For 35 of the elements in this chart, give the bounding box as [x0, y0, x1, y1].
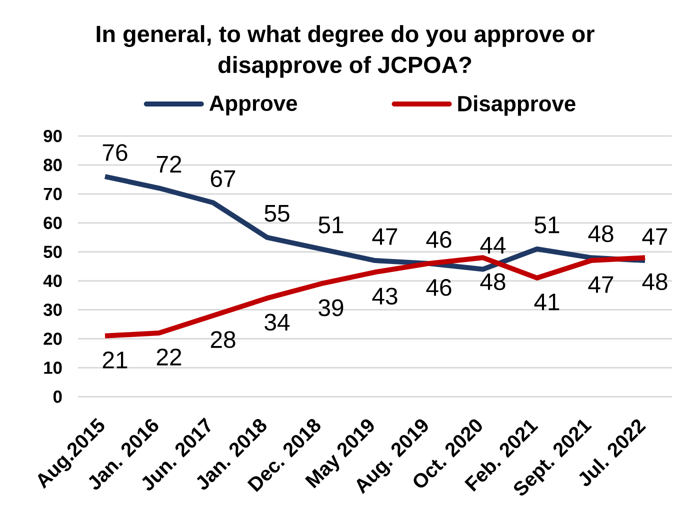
y-tick-label: 50 — [44, 246, 62, 258]
y-tick-label: 40 — [43, 274, 62, 288]
data-label: 51 — [318, 216, 344, 234]
data-label: 28 — [210, 331, 236, 348]
data-label: 48 — [588, 225, 614, 242]
y-tick-label: 30 — [43, 304, 62, 316]
data-label: 47 — [588, 276, 614, 293]
data-label: 46 — [426, 279, 452, 296]
legend-label: Disapprove — [458, 95, 576, 116]
data-label: 55 — [264, 205, 290, 222]
data-label: 48 — [480, 273, 506, 290]
y-tick-label: 20 — [44, 332, 62, 345]
y-tick-label: 90 — [44, 130, 62, 142]
chart-title: In general, to what degree do you approve or disapprove of JCPOA? — [96, 25, 594, 78]
data-label: 22 — [156, 348, 182, 366]
data-label: 44 — [480, 237, 506, 254]
data-label: 76 — [102, 144, 128, 162]
legend-label: Approve — [209, 96, 298, 116]
data-label: 41 — [534, 294, 560, 310]
data-label: 21 — [102, 352, 128, 368]
data-label: 51 — [534, 216, 560, 234]
data-label: 47 — [372, 228, 398, 245]
data-label: 47 — [642, 228, 668, 245]
data-label: 67 — [210, 170, 236, 188]
data-label: 48 — [642, 273, 668, 290]
y-tick-label: 70 — [44, 188, 62, 200]
y-tick-label: 80 — [44, 158, 62, 172]
data-label: 39 — [318, 299, 344, 316]
y-tick-label: 60 — [44, 216, 62, 230]
data-label: 72 — [156, 156, 182, 172]
data-label: 43 — [372, 288, 398, 305]
data-label: 46 — [426, 231, 452, 248]
data-label: 34 — [264, 314, 290, 331]
y-tick-label: 10 — [44, 362, 62, 374]
y-tick-label: 0 — [53, 390, 62, 403]
